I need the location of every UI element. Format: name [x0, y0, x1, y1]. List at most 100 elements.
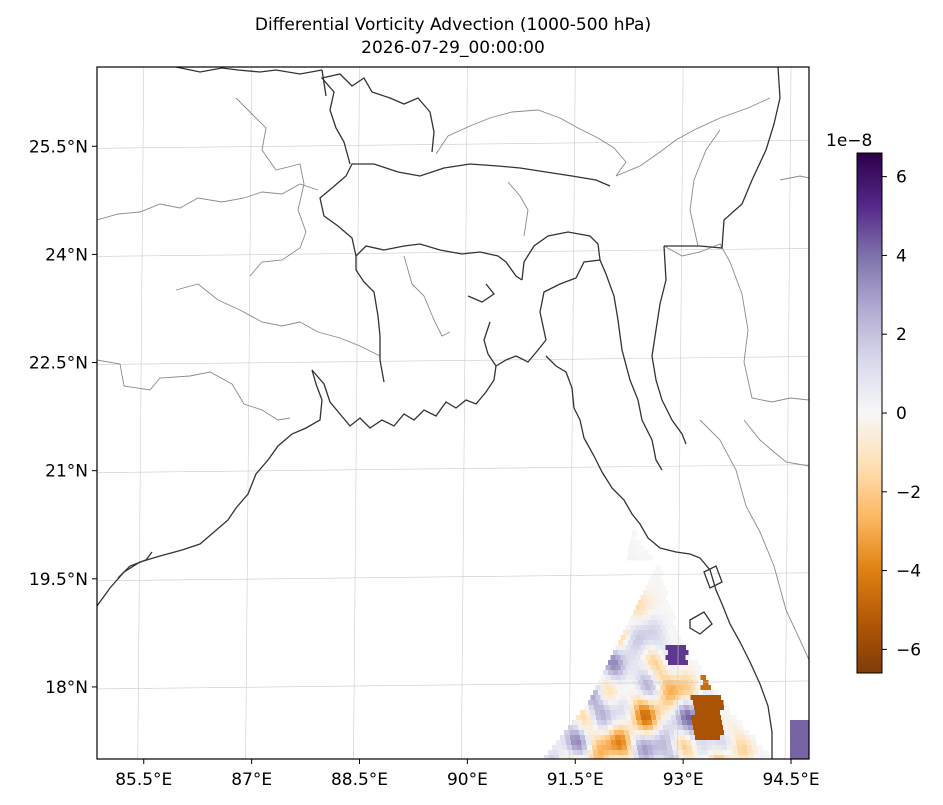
field-cell: [610, 665, 616, 671]
field-cell: [702, 745, 708, 751]
field-cell: [675, 685, 681, 691]
field-cell: [683, 750, 689, 756]
field-cell: [648, 630, 654, 636]
field-cell: [638, 660, 644, 666]
field-cell: [644, 730, 650, 736]
colorbar-tick-label: 4: [896, 246, 907, 266]
field-cell: [660, 685, 666, 691]
field-cell: [632, 745, 638, 751]
field-cell: [664, 755, 670, 759]
field-cell: [697, 720, 703, 726]
field-cell: [715, 710, 721, 716]
field-cell: [620, 675, 626, 681]
field-cell: [660, 645, 666, 651]
field-cell: [610, 685, 616, 691]
field-cell: [638, 600, 644, 606]
field-cell: [795, 740, 801, 746]
field-cell: [685, 695, 691, 701]
field-cell: [689, 755, 695, 759]
field-cell: [640, 625, 646, 631]
field-cell: [668, 650, 674, 656]
field-cell: [608, 670, 614, 676]
field-cell: [625, 735, 631, 741]
field-cell: [645, 635, 651, 641]
field-cell: [805, 750, 809, 756]
field-cell: [631, 740, 637, 746]
field-cell: [590, 710, 596, 716]
field-cell: [725, 735, 731, 741]
field-cell: [705, 735, 711, 741]
field-cell: [603, 700, 609, 706]
field-cell: [683, 725, 689, 731]
field-cell: [576, 740, 582, 746]
y-tick-label: 21°N: [45, 462, 88, 482]
chart-subtitle: 2026-07-29_00:00:00: [361, 38, 545, 58]
field-cell: [634, 545, 640, 551]
field-cell: [625, 675, 631, 681]
field-cell: [679, 755, 685, 759]
field-cell: [693, 680, 699, 686]
field-cell: [623, 670, 629, 676]
field-cell: [663, 690, 669, 696]
field-cell: [604, 755, 610, 759]
field-cell: [589, 755, 595, 759]
field-cell: [727, 720, 733, 726]
field-cell: [655, 565, 661, 571]
field-cell: [673, 690, 679, 696]
field-cell: [565, 735, 571, 741]
gridlines: [97, 67, 809, 759]
field-cell: [689, 730, 695, 736]
field-cell: [592, 745, 598, 751]
field-cell: [805, 735, 809, 741]
field-cell: [621, 715, 627, 721]
field-cell: [553, 750, 559, 756]
field-cell: [805, 745, 809, 751]
field-cell: [576, 715, 582, 721]
field-cell: [618, 660, 624, 666]
field-cell: [674, 705, 680, 711]
field-cell: [599, 755, 605, 759]
field-cell: [663, 610, 669, 616]
field-cell: [716, 715, 722, 721]
field-cell: [737, 720, 743, 726]
field-cell: [628, 630, 634, 636]
field-cell: [598, 690, 604, 696]
field-cell: [631, 715, 637, 721]
field-cell: [710, 695, 716, 701]
field-cell: [575, 735, 581, 741]
x-tick-label: 94.5°E: [762, 770, 819, 790]
field-cell: [623, 640, 629, 646]
field-cell: [694, 755, 700, 759]
field-cell: [597, 745, 603, 751]
field-cell: [616, 715, 622, 721]
field-cell: [653, 610, 659, 616]
field-cell: [600, 675, 606, 681]
field-cell: [653, 600, 659, 606]
field-cell: [617, 720, 623, 726]
field-cell: [640, 710, 646, 716]
field-cell: [663, 725, 669, 731]
field-cell: [621, 740, 627, 746]
field-cell: [668, 630, 674, 636]
field-cell: [606, 740, 612, 746]
field-cell: [600, 710, 606, 716]
field-cell: [610, 695, 616, 701]
field-cell: [629, 755, 635, 759]
field-cell: [639, 705, 645, 711]
field-cell: [611, 740, 617, 746]
field-cell: [696, 740, 702, 746]
field-cell: [630, 615, 636, 621]
field-cell: [651, 740, 657, 746]
field-cell: [665, 605, 671, 611]
field-cell: [646, 740, 652, 746]
field-cell: [633, 725, 639, 731]
field-cell: [648, 580, 654, 586]
field-cell: [653, 670, 659, 676]
field-cell: [580, 735, 586, 741]
field-cell: [675, 735, 681, 741]
field-cell: [670, 675, 676, 681]
field-cell: [630, 645, 636, 651]
field-cell: [588, 725, 594, 731]
field-cell: [690, 695, 696, 701]
field-cell: [644, 755, 650, 759]
